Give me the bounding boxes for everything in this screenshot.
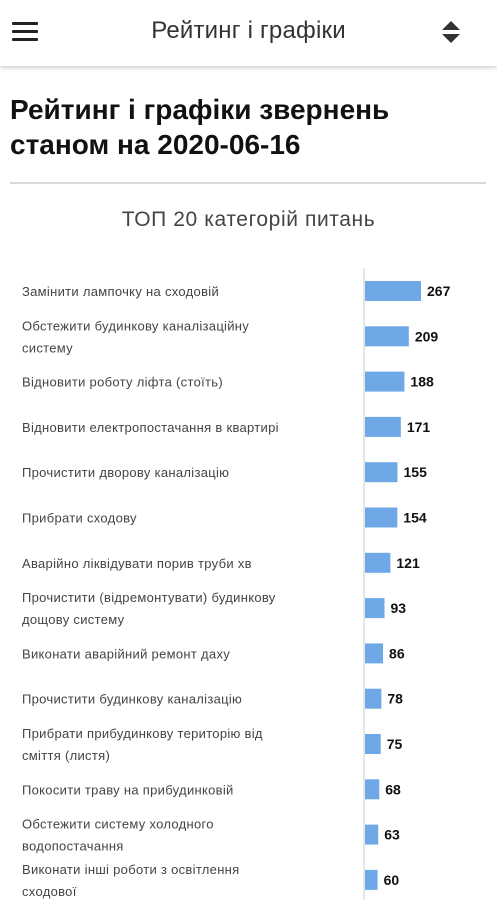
chart-bar [365,779,380,800]
chart-category-label: дощову систему [22,612,125,627]
chart-bar [365,281,421,301]
menu-line [12,30,38,33]
chart-category-label: сходової [22,884,77,899]
chart-bar [365,598,385,619]
chart-bar [365,326,409,347]
chart-category-label: Обстежити будинкову каналізаційну [22,318,249,333]
sort-up-arrow [442,21,460,30]
heading-divider [10,182,486,184]
app-bar: Рейтинг і графіки [0,0,497,66]
chart-category-label: Відновити роботу ліфта (стоїть) [22,375,223,390]
chart-bar [365,416,401,437]
top-categories-bar-chart: 267 Замінити лампочку на сходовій 209 Обсте… [22,268,451,900]
chart-category-label: Відновити електропостачання в квартирі [22,420,279,435]
chart-category-label: Прочистити будинкову каналізацію [22,692,242,707]
chart-category-label: Замінити лампочку на сходовій [22,284,219,299]
chart-value-label: 63 [384,827,400,843]
chart-value-label: 267 [427,283,451,299]
chart-bar [365,507,398,528]
sort-up-down-icon[interactable] [440,20,462,46]
chart-bar [365,688,382,709]
chart-bar [365,643,384,664]
chart-category-label: Обстежити систему холодного [22,817,214,832]
page-heading: Рейтинг і графіки звернень станом на 202… [10,94,390,160]
chart-category-label: Аварійно ліквідувати порив труби хв [22,556,252,571]
menu-line [12,22,38,25]
chart-category-label: Прибрати сходову [22,511,137,526]
chart-value-label: 68 [385,781,401,797]
chart-bar [365,371,405,392]
chart-bar [365,552,391,573]
chart-title: ТОП 20 категорій питань [121,208,376,231]
chart-value-label: 93 [391,600,407,616]
chart-category-label: Покосити траву на прибудинковій [22,782,234,797]
app-bar-title: Рейтинг і графіки [151,17,346,44]
chart-value-label: 209 [415,328,439,344]
chart-category-label: сміття (листя) [22,748,110,763]
chart-value-label: 155 [404,464,428,480]
chart-bar [365,869,378,890]
chart-value-label: 121 [396,555,420,571]
chart-value-label: 188 [410,374,434,390]
chart-value-label: 171 [407,419,431,435]
chart-category-label: водопостачання [22,839,124,854]
chart-bar [365,824,379,845]
chart-category-label: Прочистити дворову каналізацію [22,465,229,480]
chart-category-label: Виконати аварійний ремонт даху [22,646,230,661]
chart-value-label: 75 [387,736,403,752]
chart-bar [365,734,381,754]
chart-bar [365,462,398,483]
chart-category-label: Прибрати прибудинкову територію від [22,726,263,741]
chart-value-label: 60 [384,872,400,888]
chart-value-label: 154 [403,510,427,526]
chart-category-label: Прочистити (відремонтувати) будинкову [22,590,276,605]
hamburger-menu-icon[interactable] [12,20,38,42]
chart-category-label: Виконати інші роботи з освітлення [22,862,240,877]
sort-down-arrow [442,34,460,43]
chart-category-label: систему [22,340,73,355]
chart-value-label: 86 [389,645,405,661]
menu-line [12,38,38,41]
chart-value-label: 78 [387,691,403,707]
